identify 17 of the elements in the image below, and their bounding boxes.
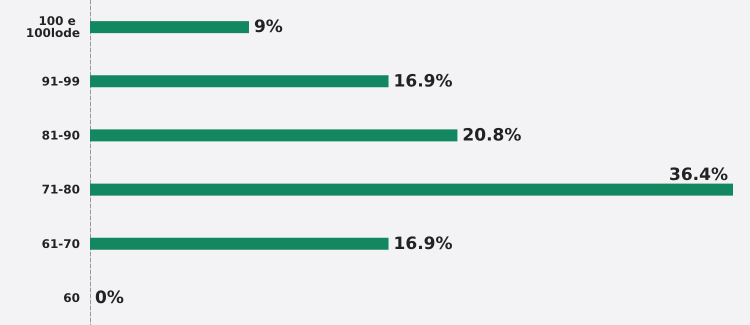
bar (90, 21, 249, 34)
data-label: 16.9% (394, 234, 453, 254)
y-tick-label: 91-99 (42, 74, 80, 88)
y-tick-label: 60 (63, 290, 80, 305)
data-label: 20.8% (462, 125, 522, 146)
bar (90, 129, 458, 142)
bar (90, 238, 389, 250)
y-tick-label: 71-80 (42, 182, 80, 197)
bar (90, 75, 389, 88)
y-tick-label: 81-90 (42, 128, 80, 142)
data-label: 9% (254, 17, 283, 38)
y-tick-label: 61-70 (42, 236, 80, 251)
y-tick-label: 100 e 100lode (26, 14, 80, 40)
data-label: 16.9% (394, 71, 453, 92)
bar (90, 184, 733, 196)
data-label: 36.4% (669, 165, 728, 186)
data-label: 0% (95, 288, 124, 308)
